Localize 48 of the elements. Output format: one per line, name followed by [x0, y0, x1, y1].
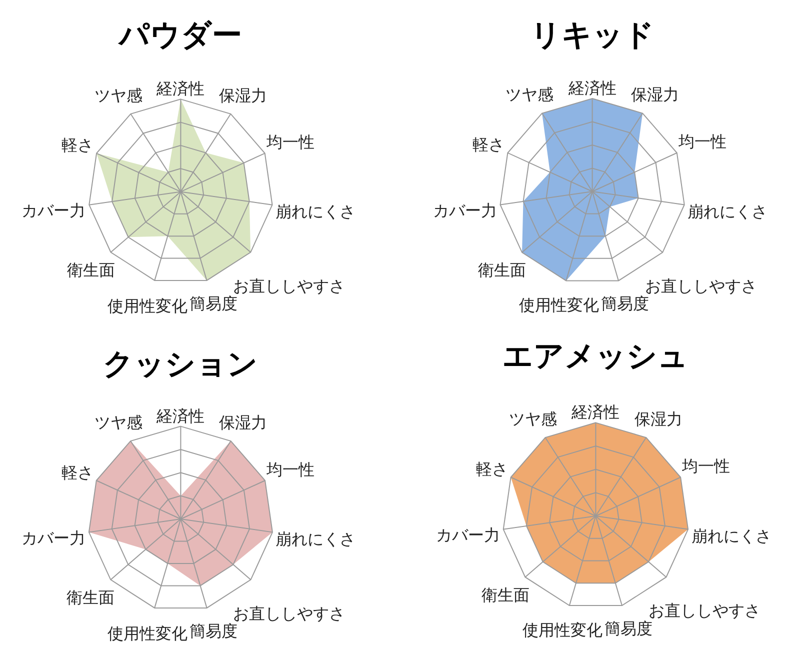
spoke-label: 保湿力 [634, 408, 682, 428]
spoke-label: 保湿力 [218, 85, 267, 104]
spoke-label: 軽さ [61, 462, 94, 482]
spoke-label: 衛生面 [481, 584, 530, 604]
spoke-label: 使用性変化 [107, 623, 188, 642]
spoke-label: 簡易度 [601, 294, 650, 313]
spoke-label: ツヤ感 [508, 408, 557, 428]
spoke-label: 軽さ [472, 134, 505, 154]
spoke-label: 保湿力 [630, 84, 679, 104]
chart-title: パウダー [117, 18, 242, 52]
spoke-label: 使用性変化 [519, 295, 600, 314]
spoke-label: 経済性 [156, 78, 205, 98]
spoke-label: 衛生面 [66, 587, 115, 606]
spoke-label: お直ししやすさ [232, 276, 345, 295]
spoke-label: 経済性 [570, 402, 620, 422]
spoke-label: カバー力 [436, 524, 500, 544]
spoke-label: 衛生面 [66, 260, 115, 280]
chart-title: エアメッシュ [502, 338, 689, 374]
spoke-label: 均一性 [678, 132, 727, 151]
spoke-label: 均一性 [681, 456, 730, 476]
spoke-label: お直ししやすさ [648, 600, 760, 620]
spoke-label: ツヤ感 [506, 84, 554, 104]
spoke-label: 経済性 [567, 78, 616, 97]
chart-title: リキッド [530, 18, 654, 52]
spoke-label: お直ししやすさ [232, 603, 345, 622]
spoke-label: お直ししやすさ [644, 276, 757, 296]
spoke-label: 簡易度 [189, 620, 238, 640]
spoke-label: 簡易度 [189, 293, 238, 312]
spoke-label: 衛生面 [478, 260, 526, 280]
spoke-label: 軽さ [476, 459, 508, 478]
spoke-label: 崩れにくさ [691, 526, 772, 545]
spoke-label: カバー力 [22, 200, 86, 220]
spoke-label: 保湿力 [219, 412, 268, 432]
spoke-label: カバー力 [22, 528, 86, 547]
spoke-label: 崩れにくさ [276, 528, 356, 548]
spoke-label: 均一性 [266, 459, 315, 478]
spoke-label: ツヤ感 [94, 85, 142, 104]
spoke-label: 崩れにくさ [276, 202, 356, 221]
spoke-label: 使用性変化 [522, 620, 602, 639]
spoke-label: 簡易度 [604, 618, 653, 638]
spoke-label: ツヤ感 [94, 412, 142, 432]
chart-title: クッション [103, 346, 258, 382]
spoke-label: 経済性 [156, 406, 205, 425]
spoke-label: 崩れにくさ [688, 201, 768, 220]
spoke-label: 軽さ [62, 135, 94, 154]
spoke-label: 均一性 [265, 132, 314, 152]
spoke-label: 使用性変化 [107, 296, 188, 315]
spoke-label: カバー力 [432, 200, 497, 220]
